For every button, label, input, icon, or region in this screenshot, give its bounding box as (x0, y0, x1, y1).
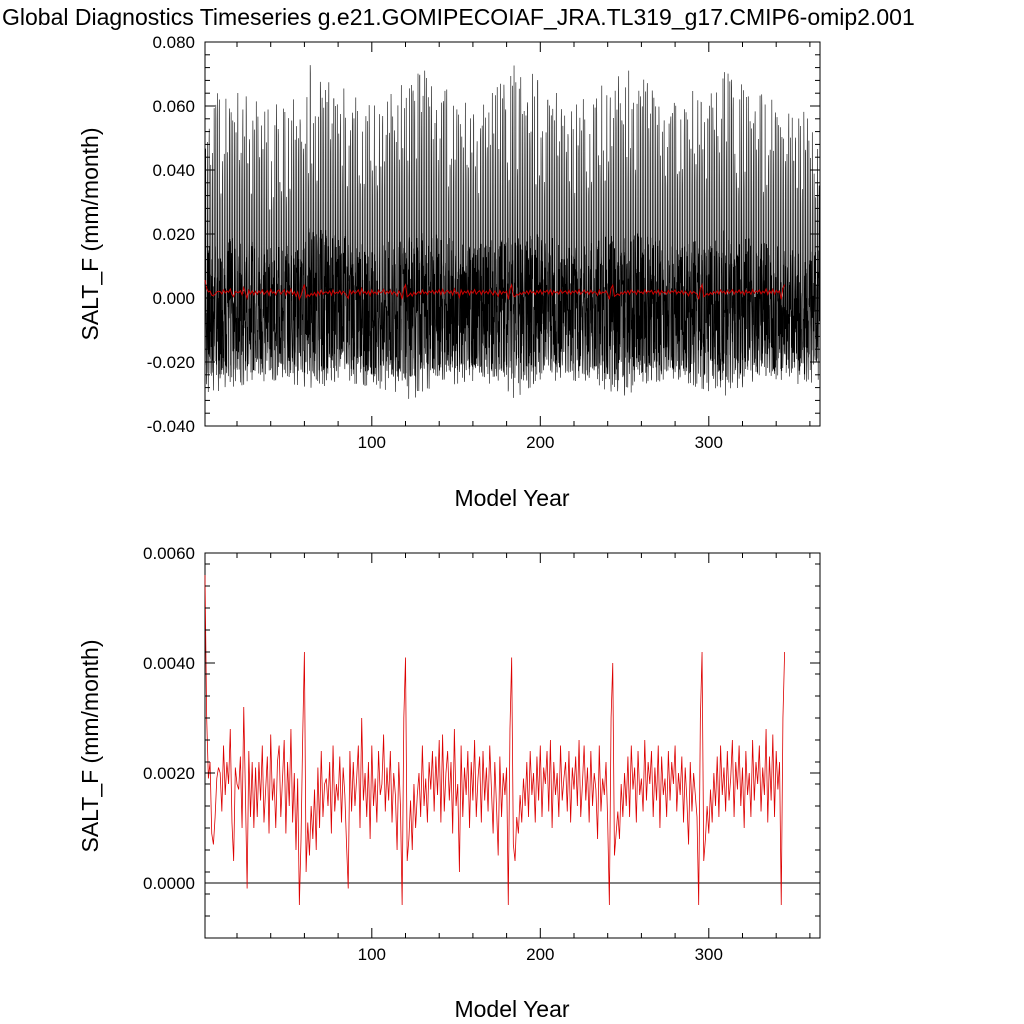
page-title: Global Diagnostics Timeseries g.e21.GOMI… (2, 4, 915, 30)
top-y-tick-label: -0.020 (147, 353, 195, 372)
top-y-axis-title: SALT_F (mm/month) (77, 128, 103, 341)
bottom-x-tick-label: 100 (358, 945, 386, 964)
plot-frame-bottom (204, 552, 821, 939)
top-series-group (204, 65, 821, 399)
top-monthly-series-line (204, 65, 821, 399)
top-x-tick-label: 300 (695, 433, 723, 452)
bottom-y-tick-label: 0.0020 (143, 764, 195, 783)
top-x-axis-title: Model Year (454, 485, 569, 511)
top-x-tick-label: 200 (526, 433, 554, 452)
top-y-tick-label: -0.040 (147, 417, 195, 436)
top-x-tick-label: 100 (358, 433, 386, 452)
bottom-annual-mean-line (204, 574, 786, 906)
bottom-x-tick-label: 200 (526, 945, 554, 964)
bottom-y-axis-title: SALT_F (mm/month) (77, 640, 103, 853)
top-y-tick-label: 0.040 (152, 161, 195, 180)
chart-panel-top: 100 200 300 -0.040 -0.020 0.000 0.020 0.040 0.06… (77, 33, 821, 511)
top-annual-mean-line (204, 279, 786, 301)
top-y-tick-label: 0.000 (152, 289, 195, 308)
top-y-tick-label: 0.080 (152, 33, 195, 52)
top-y-tick-label: 0.020 (152, 225, 195, 244)
bottom-y-tick-label: 0.0040 (143, 654, 195, 673)
bottom-x-axis-title: Model Year (454, 996, 569, 1022)
bottom-axes: 100 200 300 0.0000 0.0020 0.0040 0.0060 (143, 544, 820, 964)
bottom-y-tick-label: 0.0000 (143, 874, 195, 893)
bottom-y-tick-label: 0.0060 (143, 544, 195, 563)
bottom-x-tick-label: 300 (695, 945, 723, 964)
chart-panel-bottom: 100 200 300 0.0000 0.0020 0.0040 0.0060 Model … (77, 544, 821, 1022)
bottom-series-group (204, 574, 820, 906)
top-axes: 100 200 300 -0.040 -0.020 0.000 0.020 0.040 0.06… (147, 33, 820, 452)
top-y-tick-label: 0.060 (152, 97, 195, 116)
